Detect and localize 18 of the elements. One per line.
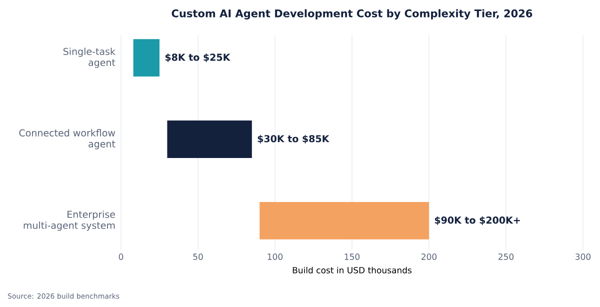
annotation: $30K to $85K — [258, 134, 330, 144]
y-tick-label: Connected workflow agent — [19, 129, 116, 150]
y-tick-label: Single-task agent — [63, 48, 116, 68]
annotation: $90K to $200K+ — [434, 216, 520, 225]
bar — [260, 202, 429, 240]
bar — [167, 120, 252, 158]
x-tick-label: 50 — [193, 254, 203, 260]
chart-title: Custom AI Agent Development Cost by Complexity Tier, 2026 — [172, 9, 532, 20]
x-axis-title: Build cost in USD thousands — [292, 266, 412, 274]
x-tick-label: 0 — [118, 254, 124, 260]
bar — [133, 39, 160, 77]
y-tick-label: Enterprise multi-agent system — [24, 210, 115, 231]
x-tick-label: 150 — [344, 254, 360, 260]
x-tick-label: 100 — [268, 254, 283, 260]
annotation: $8K to $25K — [165, 53, 230, 62]
x-tick-label: 250 — [498, 254, 514, 260]
x-tick-label: 300 — [576, 254, 591, 260]
x-tick-label: 200 — [422, 254, 437, 260]
